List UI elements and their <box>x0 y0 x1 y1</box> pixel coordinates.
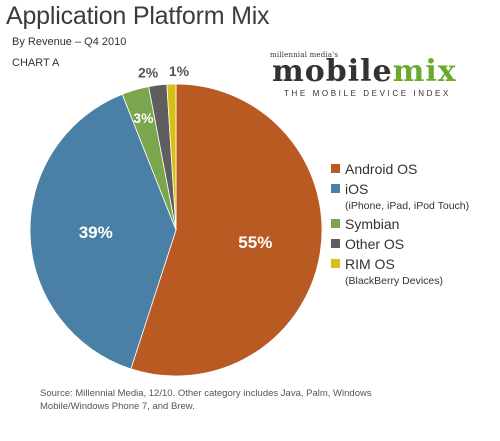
chart-legend: Android OS iOS (iPhone, iPad, iPod Touch… <box>331 160 496 290</box>
logo-tagline-top: millennial media's <box>270 51 339 59</box>
legend-item-ios: iOS (iPhone, iPad, iPod Touch) <box>331 180 496 213</box>
legend-label: Symbian <box>345 216 400 232</box>
pie-label-android-os: 55% <box>238 233 272 252</box>
legend-swatch <box>331 219 340 228</box>
legend-swatch <box>331 184 340 193</box>
logo-word-mix: mix <box>392 54 457 89</box>
legend-item-symbian: Symbian <box>331 215 496 233</box>
legend-label: iOS <box>345 181 369 197</box>
legend-label: Android OS <box>345 161 418 177</box>
pie-slice-ios <box>29 93 177 370</box>
pie-label-other-os: 2% <box>138 64 159 80</box>
legend-item-rim-os: RIM OS (BlackBerry Devices) <box>331 255 496 288</box>
pie-slice-android-os <box>130 83 323 377</box>
legend-swatch <box>331 164 340 173</box>
logo-word-mobile: mobile <box>272 54 393 89</box>
pie-label-symbian: 3% <box>133 110 154 126</box>
chart-title: Application Platform Mix <box>6 2 270 30</box>
mobilemix-logo: millennial media's mobilemix THE MOBILE … <box>270 51 475 103</box>
legend-label: Other OS <box>345 236 405 252</box>
legend-item-android: Android OS <box>331 160 496 178</box>
legend-swatch <box>331 259 340 268</box>
pie-label-rim-os: 1% <box>169 63 190 79</box>
chart-subtitle: By Revenue – Q4 2010 <box>12 36 127 48</box>
logo-wordmark: mobilemix <box>272 55 457 89</box>
legend-label: RIM OS <box>345 256 395 272</box>
pie-label-ios: 39% <box>79 223 113 242</box>
legend-note: (iPhone, iPad, iPod Touch) <box>345 200 470 212</box>
source-note: Source: Millennial Media, 12/10. Other c… <box>40 388 372 412</box>
logo-tagline-bottom: THE MOBILE DEVICE INDEX <box>284 89 451 98</box>
legend-swatch <box>331 239 340 248</box>
legend-item-other-os: Other OS <box>331 235 496 253</box>
pie-slice-rim-os <box>166 83 177 231</box>
legend-note: (BlackBerry Devices) <box>345 275 444 287</box>
chart-id-label: CHART A <box>12 57 60 69</box>
